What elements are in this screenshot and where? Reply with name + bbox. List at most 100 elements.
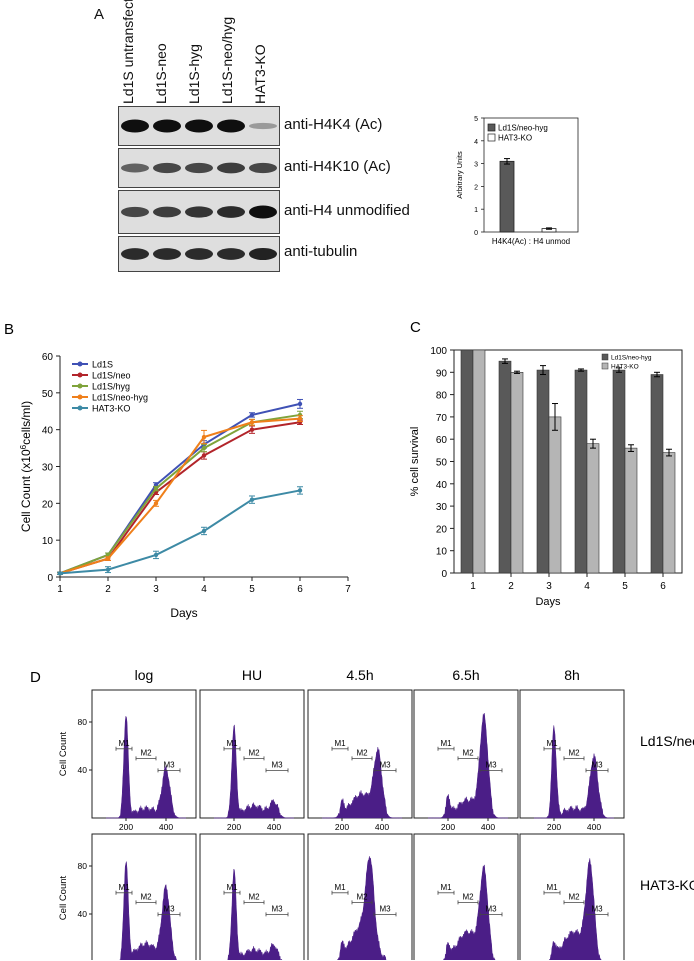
y-tick-label: 0 bbox=[474, 230, 478, 237]
y-tick-label: 80 bbox=[78, 717, 88, 727]
blot-band bbox=[121, 119, 149, 133]
histogram-area bbox=[548, 858, 602, 960]
y-tick-label: 80 bbox=[78, 861, 88, 871]
y-axis-label: Arbitrary Units bbox=[455, 151, 464, 199]
y-tick-label: 2 bbox=[474, 184, 478, 191]
blot-band bbox=[185, 162, 213, 174]
lane-label: HAT3-KO bbox=[252, 44, 268, 104]
series-line bbox=[59, 402, 301, 575]
legend-label: Ld1S/neo-hyg bbox=[92, 393, 148, 403]
legend-label: Ld1S/neo-hyg bbox=[498, 124, 548, 133]
x-tick-label: 400 bbox=[481, 822, 495, 832]
gate-label: M3 bbox=[379, 904, 391, 913]
column-label: 4.5h bbox=[346, 667, 373, 683]
gate-label: M3 bbox=[485, 904, 497, 913]
y-tick-label: 0 bbox=[441, 569, 447, 580]
y-tick-label: 50 bbox=[436, 458, 448, 469]
legend-label: Ld1S/hyg bbox=[92, 382, 130, 392]
gate-label: M3 bbox=[379, 760, 391, 769]
lane-label: Ld1S-neo/hyg bbox=[219, 16, 235, 104]
series-line bbox=[59, 489, 301, 575]
column-label: HU bbox=[242, 667, 262, 683]
bar bbox=[460, 349, 474, 574]
x-axis-label: Days bbox=[535, 596, 561, 608]
y-tick-label: 90 bbox=[436, 368, 448, 379]
y-tick-label: 20 bbox=[42, 499, 54, 510]
y-tick-label: 1 bbox=[474, 207, 478, 214]
data-point bbox=[153, 486, 159, 491]
data-point bbox=[297, 488, 303, 493]
blot-band bbox=[249, 205, 277, 219]
gate-label: M3 bbox=[163, 904, 175, 913]
y-tick-label: 0 bbox=[47, 573, 53, 584]
lane-label: Ld1S untransfected bbox=[120, 0, 136, 104]
legend-label: Ld1S bbox=[92, 360, 113, 370]
histogram-area bbox=[214, 724, 294, 819]
x-tick-label: 400 bbox=[159, 822, 173, 832]
gate-label: M3 bbox=[485, 760, 497, 769]
gate-label: M3 bbox=[271, 904, 283, 913]
lane-label: Ld1S-neo bbox=[153, 43, 169, 104]
column-label: 8h bbox=[564, 667, 580, 683]
gate-label: M2 bbox=[248, 892, 260, 901]
x-tick-label: 4 bbox=[584, 581, 590, 592]
gate-label: M2 bbox=[140, 748, 152, 757]
data-point bbox=[249, 420, 255, 425]
legend-marker bbox=[77, 383, 83, 389]
gate-label: M1 bbox=[334, 883, 346, 892]
x-tick-label: 400 bbox=[267, 822, 281, 832]
y-tick-label: 80 bbox=[436, 391, 448, 402]
y-tick-label: 4 bbox=[474, 139, 478, 146]
gate-label: M2 bbox=[462, 892, 474, 901]
blot-band bbox=[185, 119, 213, 133]
y-tick-label: 40 bbox=[42, 426, 54, 437]
legend-swatch bbox=[487, 123, 496, 132]
x-tick-label: 200 bbox=[227, 822, 241, 832]
histogram-area bbox=[119, 861, 178, 960]
lane-label: Ld1S-hyg bbox=[186, 44, 202, 104]
y-axis-label: % cell survival bbox=[409, 427, 421, 497]
y-tick-label: 40 bbox=[78, 765, 88, 775]
blot-band bbox=[153, 206, 181, 218]
y-tick-label: 100 bbox=[430, 346, 447, 357]
y-tick-label: 60 bbox=[42, 352, 54, 363]
blot-tubulin bbox=[118, 236, 280, 272]
histogram-area bbox=[106, 715, 186, 819]
blot-band bbox=[121, 163, 149, 173]
blot-band bbox=[249, 162, 277, 174]
histogram-area bbox=[428, 713, 508, 819]
data-point bbox=[105, 556, 111, 561]
inset-bar-chart: 0 1 2 3 4 5 Arbitrary Units Ld1S/neo-hygHAT3-KO… bbox=[455, 116, 579, 246]
blot-band bbox=[249, 122, 277, 130]
y-tick-label: 50 bbox=[42, 389, 54, 400]
y-tick-label: 40 bbox=[436, 480, 448, 491]
x-tick-label: 400 bbox=[375, 822, 389, 832]
y-tick-label: 70 bbox=[436, 413, 448, 424]
data-point bbox=[249, 412, 255, 418]
blot-band bbox=[249, 247, 277, 261]
panel-letter: C bbox=[410, 319, 421, 336]
legend-swatch bbox=[487, 133, 496, 142]
blot-bands bbox=[121, 119, 277, 133]
x-tick-label: 3 bbox=[546, 581, 552, 592]
y-tick-label: 60 bbox=[436, 435, 448, 446]
data-point bbox=[297, 416, 303, 421]
blot-h4k10ac bbox=[118, 148, 280, 188]
gate-label: M1 bbox=[226, 739, 238, 748]
bar bbox=[510, 371, 524, 574]
gate-label: M1 bbox=[546, 739, 558, 748]
blot-label: anti-H4 unmodified bbox=[284, 202, 410, 219]
legend-label: HAT3-KO bbox=[611, 364, 639, 371]
data-point bbox=[201, 445, 207, 451]
legend-label: HAT3-KO bbox=[92, 404, 130, 414]
x-tick-label: 1 bbox=[470, 581, 476, 592]
gate-label: M1 bbox=[334, 739, 346, 748]
blot-bands bbox=[121, 247, 277, 261]
gate-label: M2 bbox=[568, 892, 580, 901]
bar bbox=[472, 349, 486, 574]
gate-label: M1 bbox=[440, 739, 452, 748]
x-tick-label: 200 bbox=[119, 822, 133, 832]
bar bbox=[662, 452, 676, 574]
y-axis-label: Cell Count (x106cells/ml) bbox=[19, 401, 34, 532]
